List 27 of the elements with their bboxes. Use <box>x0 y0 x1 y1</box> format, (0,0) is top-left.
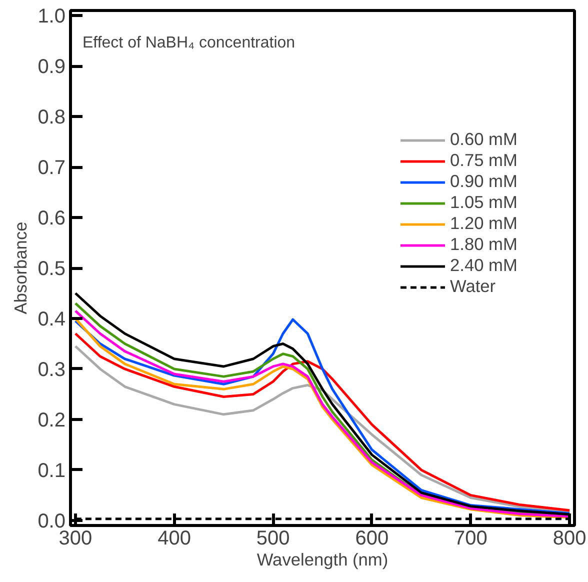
legend-label: 0.90 mM <box>450 171 518 192</box>
y-tick-label: 0.6 <box>38 208 66 230</box>
legend-label: 0.75 mM <box>450 150 518 171</box>
legend-label: 1.20 mM <box>450 213 518 234</box>
y-tick-label: 0.5 <box>38 258 66 280</box>
y-tick-label: 0.2 <box>38 409 66 432</box>
x-tick-label: 600 <box>355 528 389 550</box>
y-tick-label: 0.3 <box>38 358 66 381</box>
x-tick-label: 700 <box>454 528 488 550</box>
legend-label: 1.05 mM <box>450 192 518 213</box>
x-axis-title: Wavelength (nm) <box>256 550 388 570</box>
legend-label: 1.80 mM <box>450 234 518 255</box>
legend-label: Water <box>450 276 496 297</box>
y-tick-label: 0.8 <box>38 106 66 129</box>
legend-label: 0.60 mM <box>450 129 518 150</box>
x-tick-label: 300 <box>58 528 92 550</box>
x-tick-label: 800 <box>552 528 586 550</box>
x-tick-label: 500 <box>256 528 290 550</box>
x-tick-label: 400 <box>158 528 191 550</box>
y-axis-title: Absorbance <box>10 222 31 314</box>
y-tick-label: 0.1 <box>38 460 66 482</box>
y-tick-label: 0.4 <box>38 308 66 330</box>
y-tick-label: 0.9 <box>38 56 66 78</box>
y-tick-label: 0.7 <box>38 157 66 180</box>
annotation: Effect of NaBH₄ concentration <box>82 34 296 52</box>
y-tick-label: 1.0 <box>38 6 66 28</box>
legend-label: 2.40 mM <box>450 255 518 276</box>
